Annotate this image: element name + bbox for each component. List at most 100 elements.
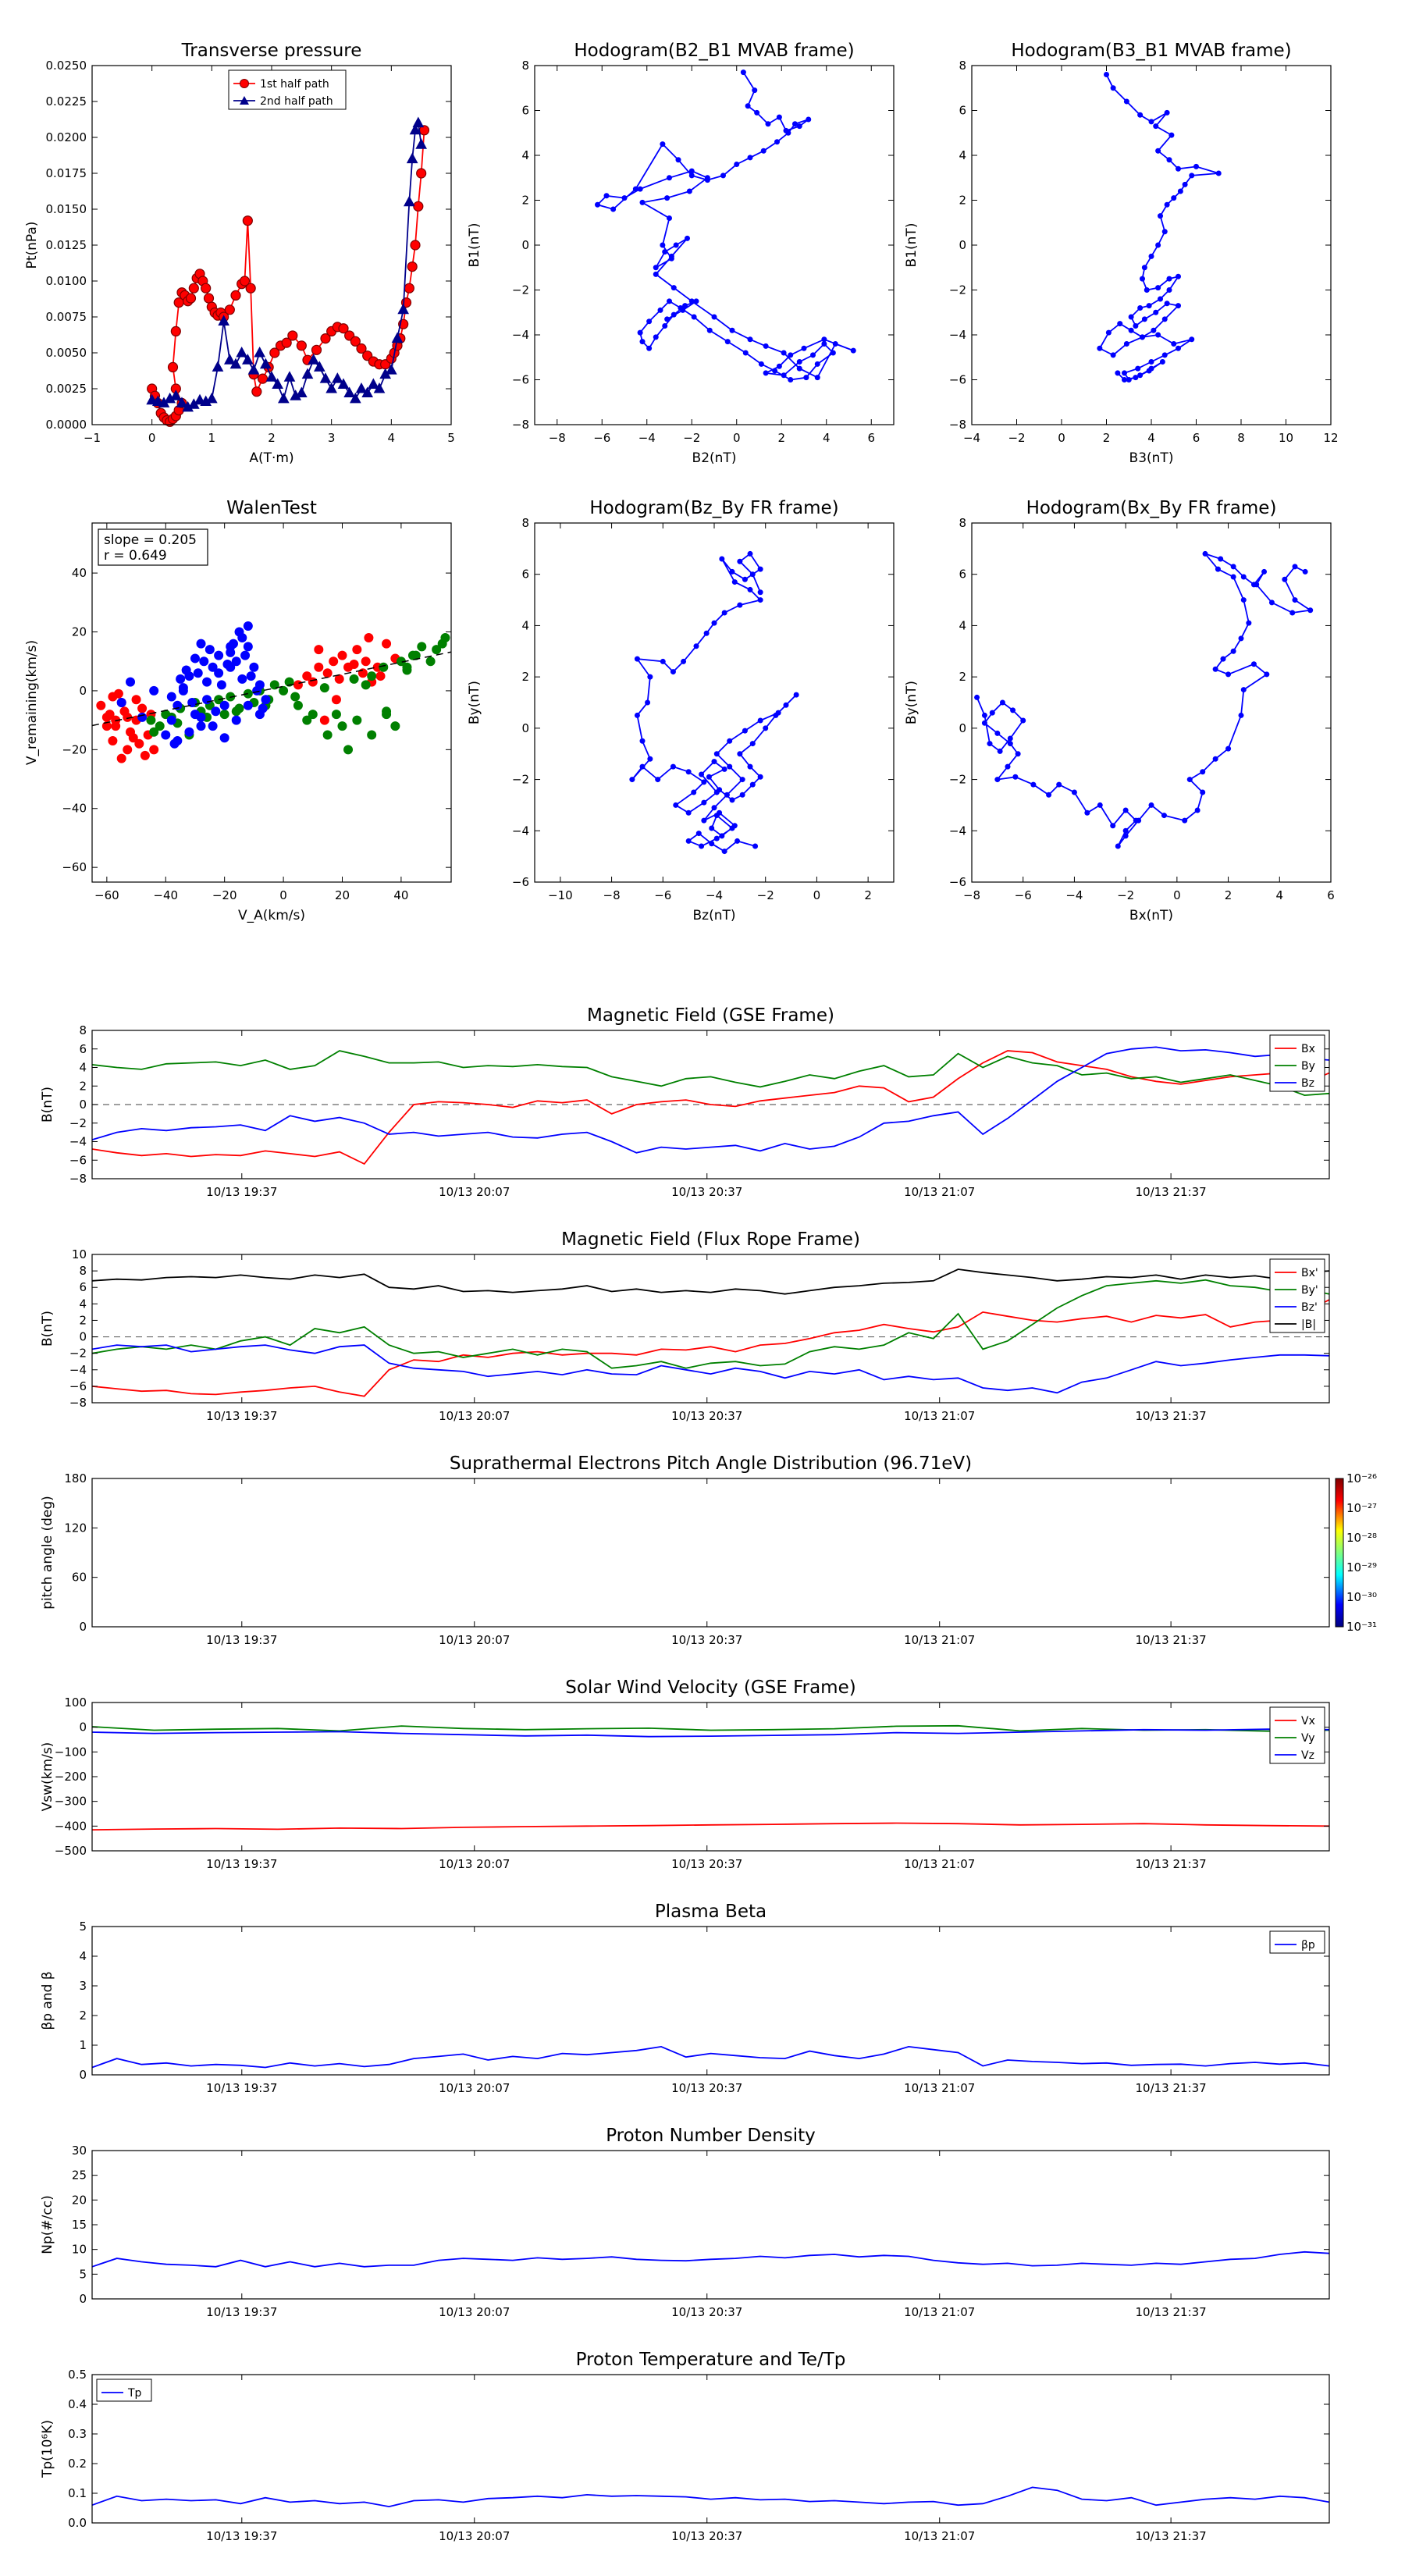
data-point <box>1289 610 1296 616</box>
data-point <box>140 750 150 760</box>
axes-frame <box>91 522 452 883</box>
data-point <box>721 849 727 855</box>
colorbar-label: 10⁻³⁰ <box>1346 1590 1377 1604</box>
y-tick-label: 0.0175 <box>46 166 87 180</box>
data-point <box>685 769 692 775</box>
data-point <box>410 240 421 251</box>
data-point <box>1153 309 1159 315</box>
y-tick-label: 0.4 <box>68 2397 87 2411</box>
data-point <box>137 712 148 722</box>
data-point <box>219 710 229 720</box>
data-point <box>1282 576 1288 582</box>
data-point <box>1307 607 1314 614</box>
x-tick-label: 3 <box>328 431 336 445</box>
data-point <box>361 386 374 398</box>
y-tick-label: 0.2 <box>68 2457 87 2471</box>
x-tick-label: −2 <box>683 431 700 445</box>
series-B <box>91 1268 1330 1295</box>
data-point <box>237 674 247 684</box>
data-point <box>634 656 640 662</box>
data-point <box>404 283 414 294</box>
data-point <box>397 303 410 315</box>
x-tick-label: −6 <box>593 431 610 445</box>
data-point <box>637 186 643 192</box>
data-point <box>742 728 748 734</box>
data-point <box>994 777 1001 783</box>
data-point <box>1148 253 1154 259</box>
data-point <box>989 710 995 716</box>
y-tick-label: −8 <box>69 1172 87 1186</box>
fit-line <box>91 651 452 727</box>
x-tick-label: 10/13 19:37 <box>206 1857 277 1871</box>
data-point <box>208 662 218 672</box>
data-point <box>231 706 241 717</box>
data-point <box>1168 132 1175 138</box>
y-tick-label: 20 <box>72 2193 87 2207</box>
data-point <box>173 700 183 710</box>
data-point <box>695 831 702 837</box>
data-point <box>752 843 759 849</box>
data-point <box>116 753 126 763</box>
data-point <box>727 738 733 744</box>
data-point <box>685 838 692 844</box>
data-point <box>415 138 428 149</box>
data-point <box>284 677 294 687</box>
y-tick-label: 4 <box>79 1949 87 1963</box>
y-tick-label: −6 <box>512 875 529 889</box>
data-point <box>1230 574 1236 580</box>
data-point <box>737 602 743 608</box>
series-2ndhalfpath <box>146 116 428 412</box>
series-line <box>91 1050 1330 1097</box>
x-tick-label: −40 <box>153 888 178 902</box>
x-tick-label: 10/13 21:07 <box>904 2529 975 2543</box>
data-point <box>832 341 838 347</box>
x-tick-label: 0 <box>148 431 156 445</box>
y-tick-label: 8 <box>521 59 529 73</box>
data-point <box>169 390 182 400</box>
legend-label: Vx <box>1301 1715 1315 1727</box>
x-tick-label: 0 <box>279 888 287 902</box>
data-point <box>729 825 735 831</box>
x-tick-label: −8 <box>963 888 980 902</box>
data-point <box>1264 671 1270 678</box>
data-point <box>181 665 191 675</box>
x-tick-label: 0 <box>1058 431 1065 445</box>
data-point <box>629 777 635 783</box>
data-point <box>350 336 361 347</box>
chart-walen: WalenTest −60 −40 −20 0 20 40 −60 −40 −20 0 20 40 V_A… <box>24 498 452 923</box>
data-point <box>595 201 600 208</box>
x-tick-label: 10/13 21:07 <box>904 2081 975 2095</box>
y-tick-label: −8 <box>69 1396 87 1410</box>
data-point <box>1240 597 1247 603</box>
data-point <box>313 361 325 372</box>
data-point <box>1104 72 1109 77</box>
data-point <box>190 653 200 664</box>
data-point <box>331 695 341 705</box>
data-point <box>149 727 159 737</box>
data-point <box>1176 303 1181 309</box>
data-point <box>688 298 695 304</box>
y-tick-label: 0 <box>79 1620 87 1634</box>
data-point <box>212 361 224 372</box>
data-point <box>308 354 320 365</box>
legend-marker <box>240 79 249 88</box>
data-point <box>1240 574 1247 580</box>
data-point <box>1115 843 1121 849</box>
data-point <box>373 382 386 393</box>
y-tick-label: 10 <box>72 1247 87 1261</box>
data-point <box>1250 661 1257 667</box>
data-point <box>196 712 206 722</box>
data-point <box>407 262 418 272</box>
data-point <box>105 710 115 720</box>
data-point <box>187 698 197 707</box>
axes-frame <box>91 2374 1330 2524</box>
y-tick-label: 100 <box>64 1695 87 1710</box>
data-point <box>1110 352 1116 358</box>
data-point <box>667 215 672 221</box>
y-tick-label: 0 <box>79 1720 87 1735</box>
data-point <box>161 730 171 740</box>
data-point <box>322 730 333 740</box>
colorbar <box>1335 1478 1344 1628</box>
y-tick-label: 4 <box>79 1297 87 1311</box>
data-point <box>361 680 371 690</box>
